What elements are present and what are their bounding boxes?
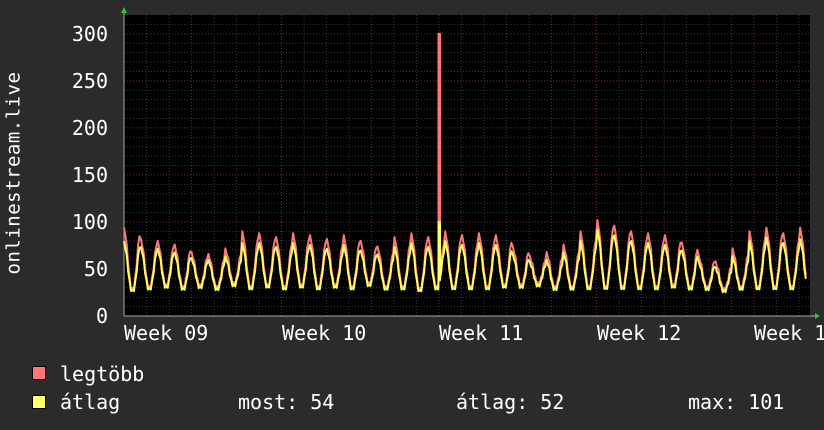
y-tick-label: 150 [72,163,108,187]
x-tick-label: Week 12 [597,321,681,345]
x-tick-label: Week 10 [282,321,366,345]
y-tick-label: 100 [72,210,108,234]
stat-average: átlag: 52 [456,390,565,414]
legend-swatch-avg [32,395,46,409]
legend-label-max: legtöbb [60,362,145,386]
y-axis-title: onlinestream.live [0,0,26,345]
x-tick-label: Week 1 [754,321,824,345]
series-line-atlag [123,220,807,294]
stat-max: max: 101 [688,390,785,414]
x-tick-label: Week 11 [439,321,523,345]
y-tick-label: 0 [96,304,108,328]
y-axis-arrow [121,7,127,13]
y-axis-title-text: onlinestream.live [2,71,24,274]
y-tick-label: 300 [72,22,108,46]
x-axis-arrow [815,313,820,319]
stat-current: most: 54 [238,390,335,414]
y-tick-label: 200 [72,116,108,140]
y-tick-label: 250 [72,69,108,93]
legend-swatch-max [32,366,46,380]
x-tick-label: Week 09 [124,321,208,345]
y-tick-label: 50 [84,257,108,281]
legend-label-avg: átlag [60,390,121,414]
